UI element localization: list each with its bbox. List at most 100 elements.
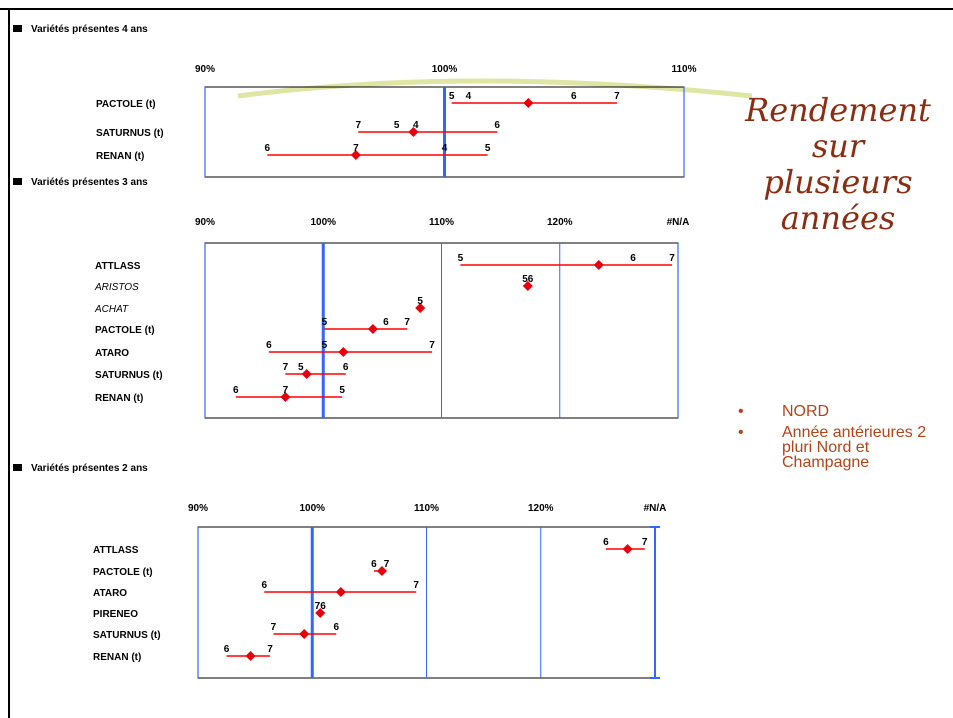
year-label: 6 xyxy=(383,317,389,328)
year-label: 7 xyxy=(353,143,359,154)
x-tick-label: 120% xyxy=(528,503,554,514)
year-label: 6 xyxy=(343,362,349,373)
variety-label: SATURNUS (t) xyxy=(95,370,163,381)
variety-label: ACHAT xyxy=(94,304,129,315)
slide-border-top xyxy=(0,8,953,10)
year-label: 7 xyxy=(404,317,410,328)
year-label: 5 xyxy=(322,317,328,328)
mean-marker xyxy=(622,544,633,554)
section-heading-3-years: Variétés présentes 3 ans xyxy=(13,177,148,188)
year-label: 6 xyxy=(233,385,239,396)
section-heading-2-years: Variétés présentes 2 ans xyxy=(13,463,148,474)
year-label: 7 xyxy=(283,385,289,396)
year-label: 5 xyxy=(339,385,345,396)
bullet-square-icon xyxy=(13,463,22,471)
x-tick-label: 90% xyxy=(195,64,215,75)
mean-marker xyxy=(593,260,604,270)
section-heading-4-years: Variétés présentes 4 ans xyxy=(13,24,148,35)
x-tick-label: 100% xyxy=(432,64,458,75)
year-label: 7 xyxy=(271,622,277,633)
year-label: 6 xyxy=(371,559,377,570)
year-label: 6 xyxy=(630,253,636,264)
bullet-dot-icon: • xyxy=(738,403,744,420)
year-label: 7 xyxy=(283,362,289,373)
year-label: 6 xyxy=(264,143,270,154)
year-label: 7 xyxy=(384,559,390,570)
variety-label: SATURNUS (t) xyxy=(93,630,161,641)
note-item: • NORD xyxy=(738,403,830,420)
mean-marker xyxy=(376,566,387,576)
year-label: 5 xyxy=(458,253,464,264)
mean-marker xyxy=(350,150,361,160)
bullet-square-icon xyxy=(13,177,22,185)
variety-label: SATURNUS (t) xyxy=(96,128,164,139)
mean-marker xyxy=(299,629,310,639)
year-label: 6 xyxy=(266,340,272,351)
year-label: 7 xyxy=(669,253,675,264)
x-tick-label: 110% xyxy=(671,64,696,75)
variety-label: RENAN (t) xyxy=(95,393,143,404)
x-tick-label: 90% xyxy=(188,503,208,514)
x-tick-label: 120% xyxy=(547,217,573,228)
slide-border-left xyxy=(8,8,10,718)
year-label: 6 xyxy=(224,644,230,655)
year-label: 4 xyxy=(466,91,472,102)
variety-label: ARISTOS xyxy=(94,282,139,293)
mean-marker xyxy=(280,392,291,402)
title-line: plusieurs xyxy=(763,163,913,201)
slide-title: Rendement sur plusieurs années xyxy=(722,92,953,236)
year-label: 4 xyxy=(413,120,419,131)
x-tick-label: 110% xyxy=(429,217,454,228)
year-label: 7 xyxy=(413,580,419,591)
variety-label: PACTOLE (t) xyxy=(96,99,156,110)
x-tick-label: 90% xyxy=(195,217,215,228)
year-label: 6 xyxy=(494,120,500,131)
variety-label: RENAN (t) xyxy=(96,151,144,162)
year-label: 6 xyxy=(603,537,609,548)
year-label: 6 xyxy=(261,580,267,591)
year-label: 7 xyxy=(267,644,273,655)
mean-marker xyxy=(367,324,378,334)
title-line: années xyxy=(780,199,896,237)
year-label: 4 xyxy=(442,143,448,154)
year-label: 5 xyxy=(298,362,304,373)
mean-marker xyxy=(523,98,534,108)
variety-label: PACTOLE (t) xyxy=(93,567,153,578)
mean-marker xyxy=(415,303,426,313)
variety-label: ATARO xyxy=(93,588,127,599)
year-label: 7 xyxy=(429,340,435,351)
variety-label: RENAN (t) xyxy=(93,652,141,663)
year-label: 56 xyxy=(522,274,534,285)
mean-marker xyxy=(301,369,312,379)
title-line: Rendement xyxy=(745,91,931,129)
year-label: 5 xyxy=(394,120,400,131)
mean-marker xyxy=(315,608,326,618)
variety-label: ATARO xyxy=(95,348,129,359)
year-label: 7 xyxy=(355,120,361,131)
x-tick-label: 100% xyxy=(310,217,336,228)
mean-marker xyxy=(245,651,256,661)
note-item: • Année antérieures 2 pluri Nord et Cham… xyxy=(738,424,927,471)
mean-marker xyxy=(408,127,419,137)
mean-marker xyxy=(338,347,349,357)
x-tick-label: #N/A xyxy=(667,217,690,228)
year-label: 5 xyxy=(449,91,455,102)
variety-label: ATTLASS xyxy=(95,261,141,272)
year-label: 5 xyxy=(322,340,328,351)
x-tick-label: #N/A xyxy=(644,503,667,514)
decorative-swoosh xyxy=(237,78,753,99)
bullet-square-icon xyxy=(13,24,22,32)
year-label: 7 xyxy=(614,91,620,102)
year-label: 76 xyxy=(315,601,327,612)
title-line: sur xyxy=(811,127,865,165)
variety-label: ATTLASS xyxy=(93,545,139,556)
year-label: 5 xyxy=(417,296,423,307)
mean-marker xyxy=(335,587,346,597)
bullet-dot-icon: • xyxy=(738,424,744,441)
variety-label: PACTOLE (t) xyxy=(95,325,155,336)
notes-list: • NORD • Année antérieures 2 pluri Nord … xyxy=(738,404,948,476)
